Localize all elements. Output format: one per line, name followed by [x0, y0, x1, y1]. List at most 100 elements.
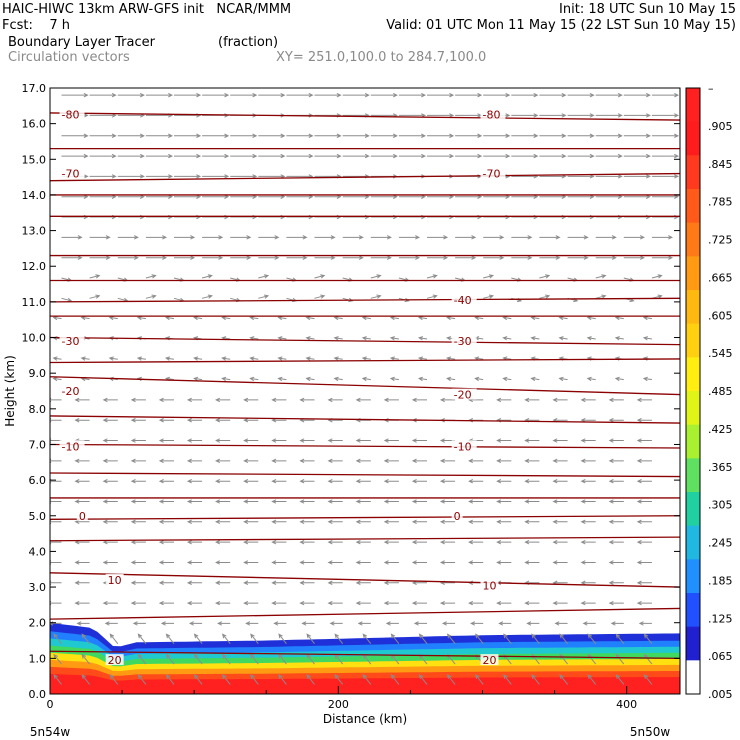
circulation-vector	[455, 92, 483, 98]
circulation-vector	[411, 478, 427, 484]
circulation-vector	[608, 499, 624, 504]
circulation-vector	[305, 336, 315, 341]
circulation-vector	[475, 633, 484, 645]
colorbar-label: .185	[708, 574, 733, 587]
isotherm-label-bg	[451, 335, 477, 347]
circulation-vector	[145, 255, 168, 260]
colorbar-label: .845	[708, 158, 733, 171]
circulation-vector	[496, 438, 512, 443]
circulation-vector	[130, 478, 146, 484]
circulation-vector	[230, 174, 258, 179]
circulation-vector	[643, 674, 653, 685]
circulation-vector	[221, 356, 231, 361]
circulation-vector	[446, 315, 456, 321]
circulation-vector	[417, 356, 428, 361]
y-tick-label: 1.0	[29, 652, 47, 665]
circulation-vector	[102, 418, 118, 423]
circulation-vector	[50, 560, 62, 565]
colorbar-label: .245	[708, 537, 733, 550]
y-tick-label: 11.0	[22, 296, 47, 309]
circulation-vector	[567, 133, 595, 138]
circulation-vector	[439, 478, 456, 484]
circulation-vector	[623, 92, 651, 98]
circulation-vector	[329, 621, 343, 626]
circulation-vector	[286, 92, 314, 98]
circulation-vector	[642, 315, 652, 321]
circulation-vector	[52, 376, 62, 382]
isotherm-label: 20	[108, 654, 122, 667]
circulation-vector	[130, 539, 146, 545]
circulation-vector	[80, 356, 90, 361]
circulation-vector	[102, 560, 118, 565]
isotherm-line	[49, 650, 681, 660]
colorbar-label: .545	[708, 347, 733, 360]
circulation-vector	[558, 376, 568, 382]
circulation-vector	[299, 458, 315, 464]
circulation-vector	[455, 235, 477, 240]
circulation-vector	[468, 499, 484, 504]
circulation-vector	[102, 478, 118, 484]
circulation-vector	[286, 235, 308, 240]
circulation-vector	[552, 438, 568, 443]
isotherm-label-bg	[451, 509, 463, 521]
isotherm-label-bg	[480, 108, 506, 120]
circulation-vector	[483, 235, 505, 240]
circulation-vector	[530, 336, 540, 341]
circulation-vector	[137, 674, 147, 685]
circulation-vector	[215, 499, 231, 504]
circulation-vector	[158, 458, 174, 464]
circulation-vector	[524, 600, 540, 606]
circulation-vector	[271, 438, 287, 443]
circulation-vector	[357, 621, 371, 626]
header-line2-right: Valid: 01 UTC Mon 11 May 15 (22 LST Sun …	[386, 18, 736, 33]
circulation-vector	[145, 174, 174, 179]
circulation-vector	[102, 438, 118, 443]
circulation-vector	[614, 336, 624, 341]
circulation-vector	[502, 336, 512, 341]
circulation-vector	[230, 133, 258, 138]
x-tick-label: 0	[47, 698, 54, 711]
colorbar-segment	[686, 323, 700, 358]
circulation-vector	[539, 153, 567, 159]
circulation-vector	[271, 600, 287, 606]
circulation-vector	[580, 560, 596, 565]
circulation-vector	[132, 621, 146, 626]
circulation-vector	[278, 674, 287, 685]
circulation-vector	[496, 519, 512, 525]
circulation-vector	[638, 621, 652, 626]
circulation-vector	[334, 633, 344, 645]
circulation-vector	[587, 674, 597, 685]
circulation-vector	[587, 633, 597, 645]
circulation-vector	[355, 600, 371, 606]
circulation-vector	[483, 294, 495, 299]
circulation-vector	[136, 315, 146, 321]
circulation-vector	[271, 580, 287, 585]
colorbar-label: .365	[708, 461, 733, 474]
circulation-vector	[439, 560, 456, 565]
circulation-vector	[327, 499, 343, 504]
circulation-vector	[117, 153, 145, 159]
circulation-vector	[580, 539, 596, 545]
isotherm-label: -30	[62, 335, 80, 348]
circulation-vector	[427, 113, 455, 118]
circulation-vector	[362, 633, 372, 645]
circulation-vector	[426, 294, 438, 299]
circulation-vector	[271, 397, 287, 403]
circulation-vector	[117, 235, 139, 240]
circulation-vector	[615, 633, 625, 645]
circulation-vector	[333, 315, 343, 321]
circulation-vector	[301, 621, 315, 626]
circulation-vector	[503, 633, 512, 645]
circulation-vector	[475, 674, 484, 685]
circulation-vector	[193, 633, 203, 645]
circulation-vector	[468, 478, 484, 484]
circulation-vector	[314, 255, 336, 260]
circulation-vector	[361, 356, 371, 361]
circulation-vector	[250, 653, 259, 665]
circulation-vector	[174, 92, 202, 98]
circulation-vector	[524, 478, 540, 484]
circulation-vector	[418, 633, 428, 645]
circulation-vector	[130, 580, 146, 585]
circulation-vector	[552, 560, 568, 565]
